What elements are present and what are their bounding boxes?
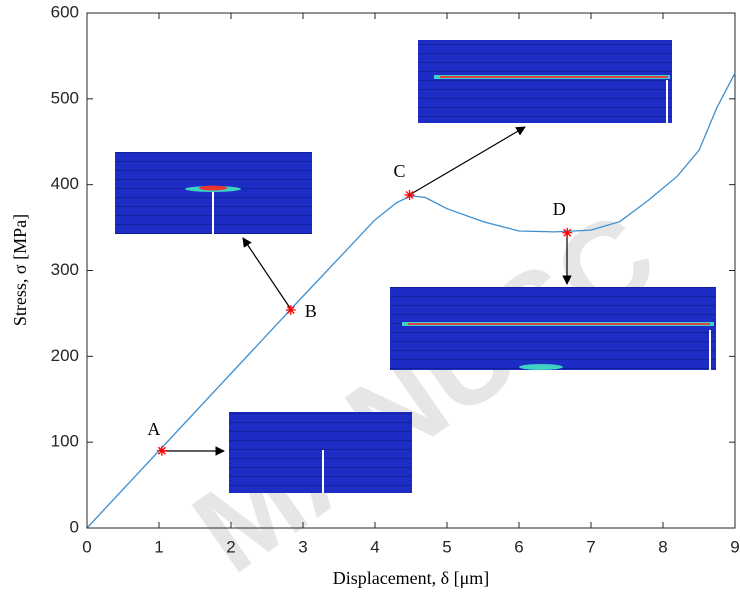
y-tick-label: 0 [70,517,79,536]
x-tick-label: 4 [370,537,379,556]
x-tick-label: 3 [298,537,307,556]
inset-a [229,412,412,493]
x-tick-label: 0 [82,537,91,556]
x-tick-label: 1 [154,537,163,556]
annotation-point [156,445,167,456]
inset-b [115,152,312,234]
stress-curve [86,72,736,529]
y-tick-label: 100 [51,432,79,451]
inset-c [418,40,672,123]
annotation-label: A [147,419,160,439]
y-tick-label: 200 [51,346,79,365]
inset-d [390,287,716,370]
x-tick-label: 8 [658,537,667,556]
x-axis-label: Displacement, δ [μm] [333,568,490,588]
annotation-point [562,227,573,238]
annotation-point [285,304,296,315]
y-tick-label: 600 [51,2,79,21]
y-tick-label: 400 [51,174,79,193]
annotation-label: B [305,301,317,321]
annotation-label: C [394,161,406,181]
x-tick-label: 7 [586,537,595,556]
x-tick-label: 9 [730,537,739,556]
annotation-label: D [553,199,566,219]
y-axis-label: Stress, σ [MPa] [10,214,30,326]
x-tick-label: 2 [226,537,235,556]
annotation-point [404,189,415,200]
x-tick-label: 6 [514,537,523,556]
arrows [163,126,572,456]
y-tick-label: 500 [51,88,79,107]
watermark: MANUSC [171,186,679,594]
x-tick-label: 5 [442,537,451,556]
y-tick-label: 300 [51,260,79,279]
